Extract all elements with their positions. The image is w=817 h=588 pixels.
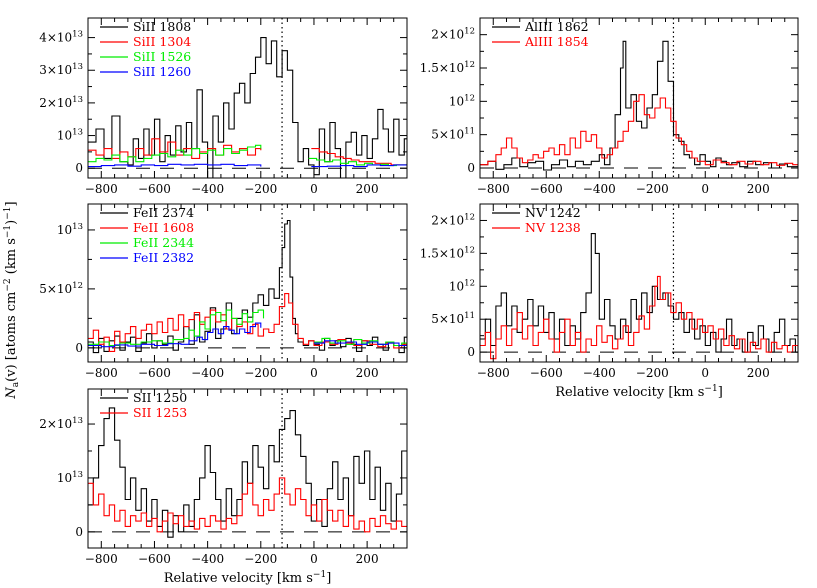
y-tick-label: 0 bbox=[467, 161, 475, 175]
x-tick-label: −400 bbox=[191, 552, 224, 566]
legend-label: SiII 1260 bbox=[133, 64, 191, 79]
series-line-aliii-1862 bbox=[480, 40, 798, 171]
y-tick-label: 2×1012 bbox=[431, 212, 475, 227]
legend-label: SiII 1304 bbox=[133, 34, 191, 49]
series-line-aliii-1854 bbox=[480, 94, 798, 166]
legend-label: NV 1242 bbox=[525, 205, 581, 220]
legend-label: SiII 1526 bbox=[133, 49, 191, 64]
y-tick-label: 2×1013 bbox=[39, 416, 83, 431]
x-tick-label: −600 bbox=[530, 366, 563, 380]
legend-label: FeII 1608 bbox=[133, 220, 194, 235]
series-line-siii-1260 bbox=[88, 163, 407, 168]
x-tick-label: −400 bbox=[583, 366, 616, 380]
y-tick-label: 0 bbox=[75, 525, 83, 539]
legend-label: SII 1253 bbox=[133, 405, 187, 420]
y-tick-label: 2×1012 bbox=[431, 27, 475, 42]
y-tick-label: 1013 bbox=[57, 470, 83, 485]
x-tick-label: −800 bbox=[477, 366, 510, 380]
x-tick-label: −600 bbox=[138, 182, 171, 196]
y-tick-label: 1012 bbox=[449, 93, 475, 108]
y-tick-label: 2×1013 bbox=[39, 95, 83, 110]
x-tick-label: −200 bbox=[244, 366, 277, 380]
panel-nv: −800 −600 −400 −200 0 200 0 5×1011 1012 1.5×1012 2… bbox=[420, 203, 799, 400]
y-tick-label: 0 bbox=[75, 161, 83, 175]
y-tick-label: 3×1013 bbox=[39, 62, 83, 77]
x-tick-label: 0 bbox=[310, 552, 318, 566]
x-axis-label: Relative velocity [km s−1] bbox=[555, 384, 723, 400]
legend-label: FeII 2382 bbox=[133, 250, 194, 265]
x-tick-label: 0 bbox=[701, 366, 709, 380]
x-tick-label: −200 bbox=[636, 366, 669, 380]
series-line-sii-1253 bbox=[88, 477, 407, 533]
x-tick-label: −200 bbox=[244, 182, 277, 196]
x-axis-label: Relative velocity [km s−1] bbox=[164, 570, 332, 586]
y-tick-label: 5×1011 bbox=[431, 311, 475, 326]
x-tick-label: 200 bbox=[747, 182, 770, 196]
legend-label: FeII 2374 bbox=[133, 205, 194, 220]
x-tick-label: −800 bbox=[85, 182, 118, 196]
x-tick-label: −400 bbox=[191, 366, 224, 380]
x-tick-label: −800 bbox=[85, 552, 118, 566]
legend-label: SII 1250 bbox=[133, 390, 187, 405]
y-tick-label: 1012 bbox=[449, 278, 475, 293]
panel-si: −800 −600 −400 −200 0 200 0 1013 2×1013 3×1013 4×1… bbox=[39, 17, 408, 196]
series-line-siii-1526 bbox=[88, 144, 407, 167]
y-tick-label: 0 bbox=[467, 345, 475, 359]
x-tick-label: 0 bbox=[701, 182, 709, 196]
y-tick-label: 4×1013 bbox=[39, 30, 83, 45]
x-tick-label: 0 bbox=[310, 366, 318, 380]
panel-fe: −800 −600 −400 −200 0 200 0 5×1012 1013 FeII 2374… bbox=[39, 203, 408, 380]
x-tick-label: −600 bbox=[138, 366, 171, 380]
series-line-feii-2382 bbox=[88, 322, 407, 348]
x-tick-label: 200 bbox=[356, 552, 379, 566]
legend-label: FeII 2344 bbox=[133, 235, 194, 250]
y-tick-label: 1013 bbox=[57, 128, 83, 143]
x-tick-label: −800 bbox=[85, 366, 118, 380]
x-tick-label: 200 bbox=[356, 182, 379, 196]
legend-label: SiII 1808 bbox=[133, 19, 191, 34]
x-tick-label: −200 bbox=[636, 182, 669, 196]
y-tick-label: 0 bbox=[75, 341, 83, 355]
x-tick-label: −800 bbox=[477, 182, 510, 196]
x-tick-label: 200 bbox=[356, 366, 379, 380]
series-line-nv-1238 bbox=[480, 275, 798, 360]
x-tick-label: 0 bbox=[310, 182, 318, 196]
legend-label: NV 1238 bbox=[525, 220, 581, 235]
x-tick-label: −400 bbox=[191, 182, 224, 196]
legend-label: AlIII 1862 bbox=[524, 19, 589, 34]
y-axis-label: Na(v) [atoms cm−2 (km s−1)−1] bbox=[3, 201, 21, 399]
x-tick-label: −200 bbox=[244, 552, 277, 566]
y-tick-label: 1.5×1012 bbox=[420, 60, 475, 75]
x-tick-label: −400 bbox=[583, 182, 616, 196]
x-tick-label: 200 bbox=[747, 366, 770, 380]
panel-al: −800 −600 −400 −200 0 200 0 5×1011 1012 1.5×1012 2… bbox=[420, 17, 799, 196]
legend-label: AlIII 1854 bbox=[524, 34, 589, 49]
y-tick-label: 1.5×1012 bbox=[420, 245, 475, 260]
y-tick-label: 5×1011 bbox=[431, 127, 475, 142]
x-tick-label: −600 bbox=[138, 552, 171, 566]
x-tick-label: −600 bbox=[530, 182, 563, 196]
y-tick-label: 5×1012 bbox=[39, 281, 83, 296]
y-tick-label: 1013 bbox=[57, 222, 83, 237]
panel-s: −800 −600 −400 −200 0 200 0 1013 2×1013 SII 1250S… bbox=[39, 388, 408, 586]
series-line-sii-1250 bbox=[88, 407, 407, 538]
series-line-siii-1808 bbox=[88, 37, 407, 178]
